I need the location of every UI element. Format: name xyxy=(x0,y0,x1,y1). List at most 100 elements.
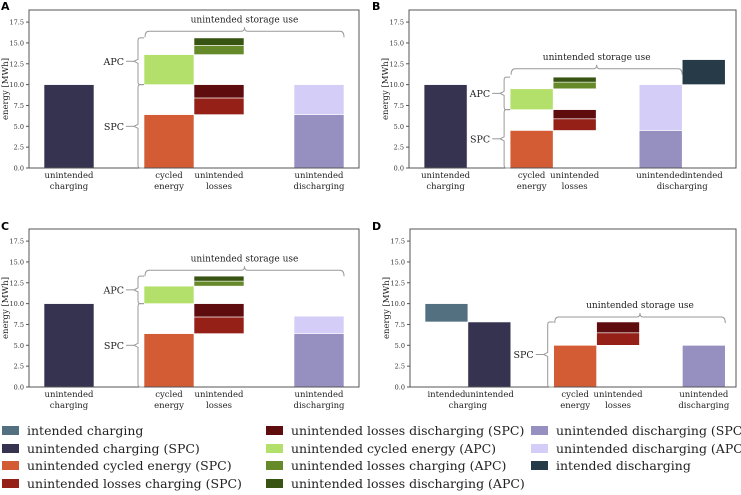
bar-segment xyxy=(293,315,345,334)
panel-label: D xyxy=(372,220,381,233)
y-tick-label: 7.5 xyxy=(395,321,405,329)
bar-segment xyxy=(681,59,726,85)
storage-brace xyxy=(554,312,726,323)
legend-label: unintended losses charging (APC) xyxy=(291,458,507,474)
legend-label: unintended cycled energy (SPC) xyxy=(27,458,232,474)
legend-label: unintended discharging (APC) xyxy=(556,440,741,456)
legend-label: unintended losses discharging (APC) xyxy=(291,475,525,491)
legend-item: unintended charging (SPC) xyxy=(2,441,200,456)
y-tick-label: 2.5 xyxy=(14,363,24,371)
x-tick-label: unintended xyxy=(295,171,345,181)
y-tick-label: 17.5 xyxy=(10,19,24,27)
panel-d: D 0.0 2.5 5.0 7.5 10.0 12.5 15.0 17.5 energy [MWh… xyxy=(372,220,737,411)
bar-segment xyxy=(193,84,245,99)
legend-label: unintended discharging (SPC) xyxy=(556,423,741,438)
y-tick-label: 12.5 xyxy=(10,60,24,68)
panel-label: B xyxy=(372,0,380,13)
y-axis-label: energy [MWh] xyxy=(1,58,11,120)
legend-label: intended charging xyxy=(27,423,144,438)
x-tick-label: unintended xyxy=(679,390,729,400)
bar-segment xyxy=(193,97,245,115)
bar-segment xyxy=(143,333,195,388)
x-tick-label: discharging xyxy=(678,401,730,411)
y-tick-label: 2.5 xyxy=(14,144,24,152)
legend-label: unintended losses charging (SPC) xyxy=(27,475,242,491)
x-tick-label: charging xyxy=(50,182,89,192)
legend-swatch xyxy=(531,426,548,435)
storage-brace xyxy=(144,266,345,277)
bar-segment xyxy=(43,303,95,388)
bar-segment xyxy=(467,321,512,388)
legend-swatch xyxy=(266,478,283,488)
bar-segment xyxy=(552,76,597,83)
x-tick-label: unintended xyxy=(465,390,515,400)
y-tick-label: 12.5 xyxy=(10,279,24,287)
storage-brace xyxy=(144,27,345,38)
apc-label: APC xyxy=(102,57,124,68)
bar-segment xyxy=(193,316,245,334)
x-tick-label: energy xyxy=(154,182,184,192)
y-tick-label: 7.5 xyxy=(394,102,404,110)
bar-segment xyxy=(193,37,245,46)
y-tick-label: 7.5 xyxy=(14,102,24,110)
y-tick-label: 10.0 xyxy=(10,81,24,89)
y-tick-label: 17.5 xyxy=(391,238,405,246)
legend-swatch xyxy=(531,443,548,453)
bar-segment xyxy=(682,345,726,388)
y-tick-label: 5.0 xyxy=(395,342,405,350)
storage-annotation: unintended storage use xyxy=(191,254,299,264)
y-tick-label: 5.0 xyxy=(14,342,24,350)
y-axis-label: energy [MWh] xyxy=(382,277,392,339)
panel-label: A xyxy=(1,0,10,13)
bar-segment xyxy=(293,333,345,388)
legend-label: intended discharging xyxy=(556,458,691,474)
legend-item: intended charging xyxy=(2,423,143,438)
x-tick-label: unintended xyxy=(45,171,95,181)
x-tick-label: energy xyxy=(517,182,547,192)
spc-brace xyxy=(498,109,511,169)
x-tick-label: intended xyxy=(685,171,724,181)
y-tick-label: 2.5 xyxy=(394,144,404,152)
legend-item: unintended discharging (SPC) xyxy=(531,423,741,438)
y-tick-label: 5.0 xyxy=(14,123,24,131)
legend-swatch xyxy=(266,461,283,471)
y-axis-label: energy [MWh] xyxy=(1,277,11,339)
storage-brace xyxy=(510,64,683,75)
x-tick-label: unintended xyxy=(594,390,644,400)
panel-label: C xyxy=(1,220,9,233)
x-tick-label: charging xyxy=(426,182,465,192)
bar-segment xyxy=(43,84,95,169)
y-tick-label: 0.0 xyxy=(14,165,24,173)
bar-segment xyxy=(193,280,245,287)
panel-b: B 0.0 2.5 5.0 7.5 10.0 12.5 15.0 17.5 energy [MWh… xyxy=(372,0,737,192)
y-tick-label: 15.0 xyxy=(391,258,405,266)
y-tick-label: 2.5 xyxy=(395,363,405,371)
y-tick-label: 15.0 xyxy=(10,258,24,266)
x-tick-label: unintended xyxy=(421,171,471,181)
bar-segment xyxy=(552,118,597,131)
plot-frame xyxy=(408,9,737,169)
legend-swatch xyxy=(2,426,19,435)
x-tick-label: losses xyxy=(206,182,232,192)
x-tick-label: losses xyxy=(562,182,588,192)
legend-swatch xyxy=(2,478,19,488)
y-tick-label: 7.5 xyxy=(14,321,24,329)
legend-item: unintended cycled energy (SPC) xyxy=(2,458,232,473)
bar-segment xyxy=(143,285,195,304)
x-tick-label: charging xyxy=(449,401,488,411)
x-tick-label: unintended xyxy=(45,390,95,400)
spc-brace xyxy=(132,84,144,169)
x-tick-label: discharging xyxy=(294,401,346,411)
legend-item: unintended losses discharging (SPC) xyxy=(266,423,524,438)
y-axis-label: energy [MWh] xyxy=(381,58,391,120)
plot-frame xyxy=(28,228,360,388)
legend-swatch xyxy=(2,461,19,471)
spc-label: SPC xyxy=(104,122,124,133)
x-tick-label: unintended xyxy=(295,390,345,400)
x-tick-label: energy xyxy=(560,401,590,411)
apc-label: APC xyxy=(102,285,124,296)
spc-label: SPC xyxy=(470,134,490,145)
legend-label: unintended charging (SPC) xyxy=(27,440,200,456)
bar-segment xyxy=(193,275,245,282)
apc-brace xyxy=(132,37,144,86)
